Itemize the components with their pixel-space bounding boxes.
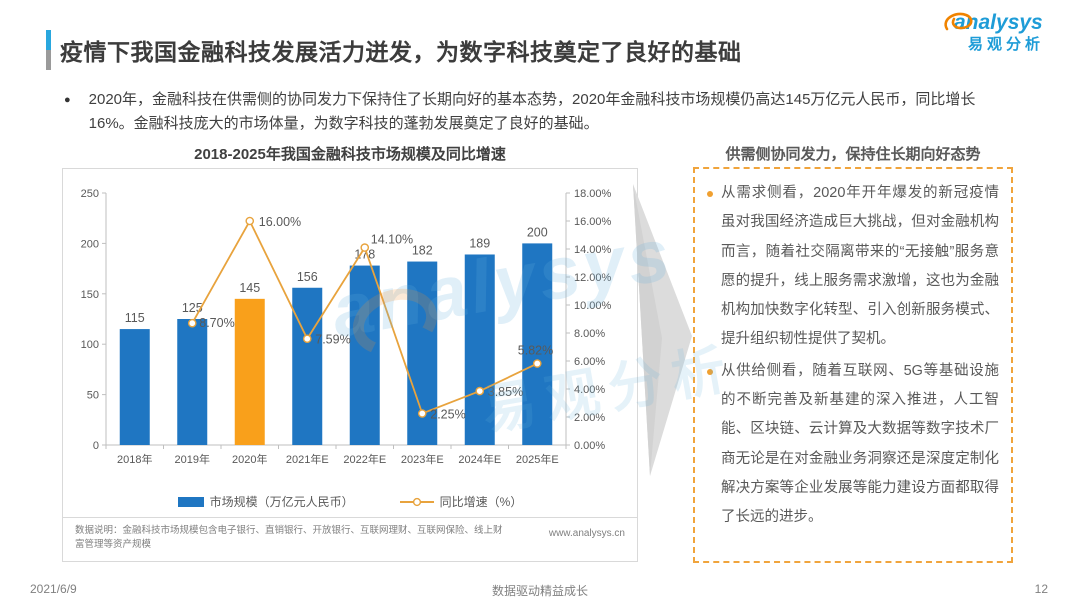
svg-text:2025年E: 2025年E — [516, 452, 559, 466]
footer-slogan: 数据驱动精益成长 — [491, 584, 588, 598]
bullet-dot-icon — [707, 191, 713, 197]
svg-text:14.10%: 14.10% — [371, 233, 413, 247]
logo-swirl-icon — [944, 12, 973, 31]
source-url: www.analysys.cn — [548, 527, 625, 539]
legend-bar-label: 市场规模（万亿元人民币） — [209, 495, 354, 509]
bar-2025年E — [522, 243, 553, 445]
transition-arrow-icon — [633, 184, 692, 476]
svg-text:8.70%: 8.70% — [199, 316, 234, 330]
svg-text:2021年E: 2021年E — [286, 452, 329, 466]
bar-2019年 — [177, 319, 208, 445]
svg-text:4.00%: 4.00% — [574, 384, 605, 396]
svg-text:156: 156 — [297, 270, 318, 284]
summary-text: 2020年，金融科技在供需侧的协同发力下保持住了长期向好的基本态势，2020年金… — [88, 91, 976, 132]
summary-paragraph: ● 2020年，金融科技在供需侧的协同发力下保持住了长期向好的基本态势，2020… — [64, 88, 1020, 136]
svg-text:2018年: 2018年 — [117, 452, 152, 466]
page-title: 疫情下我国金融科技发展活力迸发，为数字科技奠定了良好的基础 — [60, 39, 742, 65]
svg-text:50: 50 — [87, 390, 99, 402]
insights-panel: 从需求侧看，2020年开年爆发的新冠疫情虽对我国经济造成巨大挑战，但对金融机构而… — [693, 167, 1013, 563]
svg-text:2020年: 2020年 — [232, 452, 267, 466]
svg-text:0.00%: 0.00% — [574, 440, 605, 452]
svg-text:145: 145 — [239, 281, 260, 295]
bar-2021年E — [292, 287, 323, 445]
svg-text:2023年E: 2023年E — [401, 452, 444, 466]
panel-bullet-demand-text: 从需求侧看，2020年开年爆发的新冠疫情虽对我国经济造成巨大挑战，但对金融机构而… — [721, 185, 999, 348]
svg-text:2.00%: 2.00% — [574, 412, 605, 424]
legend-line-swatch-icon — [399, 497, 434, 506]
panel-bullet-demand: 从需求侧看，2020年开年爆发的新冠疫情虽对我国经济造成巨大挑战，但对金融机构而… — [707, 179, 999, 355]
svg-text:178: 178 — [354, 248, 375, 262]
bar-2020年 — [234, 298, 265, 445]
svg-text:2024年E: 2024年E — [458, 452, 501, 466]
svg-text:115: 115 — [125, 311, 145, 325]
bullet-dot-icon — [707, 368, 713, 375]
svg-text:8.00%: 8.00% — [574, 328, 605, 340]
bar-2022年E — [349, 265, 380, 445]
data-note-text: 数据说明：金融科技市场规模包含电子银行、直销银行、开放银行、互联网理财、互联网保… — [75, 524, 503, 551]
legend-line-label: 同比增速（%） — [439, 495, 523, 509]
svg-text:189: 189 — [469, 236, 490, 250]
panel-bullet-supply-text: 从供给侧看，随着互联网、5G等基础设施的不断完善及新基建的深入推进，人工智能、区… — [721, 362, 999, 526]
svg-text:0: 0 — [93, 440, 99, 452]
svg-text:12.00%: 12.00% — [574, 272, 612, 284]
footer-date: 2021/6/9 — [30, 582, 77, 596]
legend-item-market-size: 市场规模（万亿元人民币） — [177, 493, 354, 510]
svg-text:10.00%: 10.00% — [574, 300, 612, 312]
svg-text:7.59%: 7.59% — [315, 333, 350, 347]
svg-text:200: 200 — [81, 238, 99, 250]
page-number: 12 — [1034, 582, 1048, 596]
slide-footer: 2021/6/9 数据驱动精益成长 12 — [0, 582, 1080, 602]
title-accent-bar — [46, 30, 51, 70]
svg-text:3.85%: 3.85% — [488, 385, 523, 399]
legend-item-growth: 同比增速（%） — [399, 493, 523, 510]
summary-bullet-marker: ● — [64, 94, 71, 106]
chart-legend: 市场规模（万亿元人民币） 同比增速（%） — [63, 493, 637, 510]
svg-text:182: 182 — [412, 244, 433, 258]
bar-2018年 — [119, 329, 150, 445]
svg-text:100: 100 — [81, 339, 99, 351]
chart-footnote: 数据说明：金融科技市场规模包含电子银行、直销银行、开放银行、互联网理财、互联网保… — [63, 516, 637, 561]
svg-text:2019年: 2019年 — [175, 452, 210, 466]
chart-title: 2018-2025年我国金融科技市场规模及同比增速 — [194, 146, 506, 163]
svg-text:2.25%: 2.25% — [430, 408, 465, 422]
svg-text:5.82%: 5.82% — [518, 344, 553, 358]
analysys-logo: analysys 易观分析 — [940, 12, 1060, 54]
svg-text:6.00%: 6.00% — [574, 356, 605, 368]
panel-bullet-supply: 从供给侧看，随着互联网、5G等基础设施的不断完善及新基建的深入推进，人工智能、区… — [707, 357, 999, 533]
svg-text:250: 250 — [81, 188, 99, 200]
svg-text:14.00%: 14.00% — [574, 244, 612, 256]
panel-title: 供需侧协同发力，保持住长期向好态势 — [725, 146, 981, 163]
chart-container: 0 50 100 150 200 250 0.00% 2.00% 4.00% 6.00% 8.00%… — [62, 168, 638, 562]
bar-2024年E — [464, 254, 495, 445]
logo-brand-cn-text: 易观分析 — [968, 36, 1045, 53]
logo-brand-text: analysys — [954, 11, 1043, 34]
legend-bar-swatch-icon — [177, 496, 204, 507]
svg-text:2022年E: 2022年E — [343, 452, 386, 466]
market-chart: 0 50 100 150 200 250 0.00% 2.00% 4.00% 6.00% 8.00%… — [81, 188, 612, 466]
svg-text:16.00%: 16.00% — [574, 216, 612, 228]
svg-text:18.00%: 18.00% — [574, 188, 612, 200]
svg-text:200: 200 — [527, 225, 548, 239]
svg-text:150: 150 — [81, 289, 99, 301]
svg-text:16.00%: 16.00% — [259, 215, 301, 229]
svg-text:125: 125 — [182, 301, 203, 315]
